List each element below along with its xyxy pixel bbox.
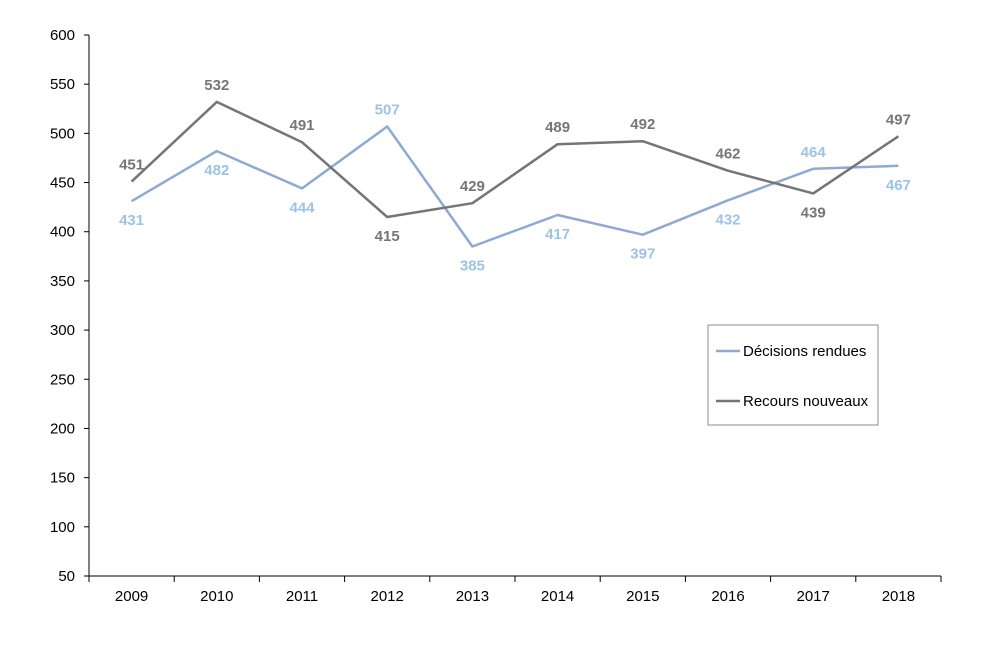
data-label: 489 — [545, 119, 570, 136]
data-label: 532 — [204, 77, 229, 94]
y-tick-label: 150 — [50, 470, 75, 487]
data-label: 429 — [460, 178, 485, 195]
y-tick-label: 400 — [50, 224, 75, 241]
data-label: 507 — [375, 101, 400, 118]
axes: 50 100 150 200 250 300 350 400 450 500 550 600 2009 2… — [50, 27, 942, 605]
data-label: 385 — [460, 257, 485, 274]
x-tick-label: 2013 — [456, 588, 489, 605]
y-tick-label: 50 — [58, 568, 75, 585]
legend: Décisions rendues Recours nouveaux — [707, 324, 879, 426]
data-label: 415 — [375, 228, 400, 245]
data-label: 432 — [715, 211, 740, 228]
legend-label-recours-nouveaux: Recours nouveaux — [743, 393, 869, 410]
series-lines — [130, 100, 900, 248]
y-tick-label: 250 — [50, 371, 75, 388]
y-tick-label: 550 — [50, 76, 75, 93]
y-tick-label: 600 — [50, 27, 75, 44]
series-line-recours-nouveaux — [130, 100, 900, 219]
x-tick-label: 2010 — [200, 588, 233, 605]
series-line-decisions-rendues — [130, 125, 899, 248]
y-tick-label: 200 — [50, 420, 75, 437]
data-label: 462 — [715, 146, 740, 163]
legend-box — [707, 324, 879, 426]
y-tick-label: 300 — [50, 322, 75, 339]
x-tick-label: 2016 — [711, 588, 744, 605]
data-label: 417 — [545, 226, 570, 243]
data-label: 491 — [289, 117, 314, 134]
data-label: 467 — [886, 177, 911, 194]
data-label: 439 — [801, 204, 826, 221]
x-tick-label: 2014 — [541, 588, 574, 605]
data-label: 464 — [801, 144, 827, 161]
x-tick-label: 2009 — [115, 588, 148, 605]
x-tick-label: 2015 — [626, 588, 659, 605]
data-label: 451 — [119, 157, 144, 174]
data-label: 497 — [886, 111, 911, 128]
y-tick-label: 100 — [50, 519, 75, 536]
data-label: 431 — [119, 212, 144, 229]
data-label: 492 — [630, 116, 655, 133]
y-tick-label: 450 — [50, 175, 75, 192]
x-tick-label: 2012 — [371, 588, 404, 605]
y-tick-label: 500 — [50, 125, 75, 142]
x-tick-label: 2011 — [286, 588, 318, 605]
data-labels: 431 482 444 507 385 417 397 432 464 467 451 532 491 4… — [119, 77, 911, 275]
data-label: 444 — [289, 199, 315, 216]
x-tick-label: 2018 — [882, 588, 915, 605]
y-tick-label: 350 — [50, 273, 75, 290]
legend-label-decisions-rendues: Décisions rendues — [743, 343, 866, 360]
data-label: 482 — [204, 162, 229, 179]
data-label: 397 — [630, 246, 655, 263]
x-tick-label: 2017 — [797, 588, 830, 605]
